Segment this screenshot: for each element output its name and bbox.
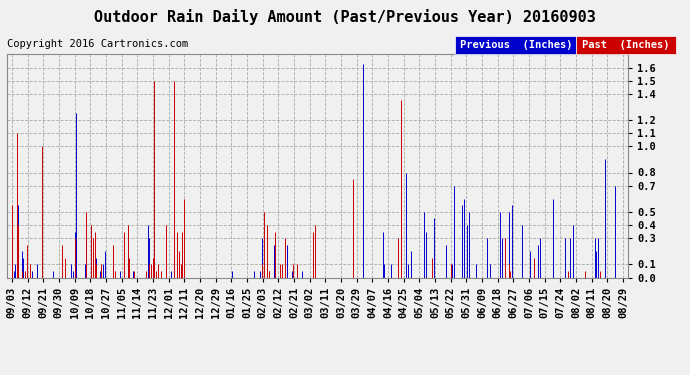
Text: Outdoor Rain Daily Amount (Past/Previous Year) 20160903: Outdoor Rain Daily Amount (Past/Previous… (94, 9, 596, 26)
Text: Copyright 2016 Cartronics.com: Copyright 2016 Cartronics.com (7, 39, 188, 50)
Text: Previous  (Inches): Previous (Inches) (460, 40, 572, 50)
Text: Past  (Inches): Past (Inches) (582, 40, 670, 50)
